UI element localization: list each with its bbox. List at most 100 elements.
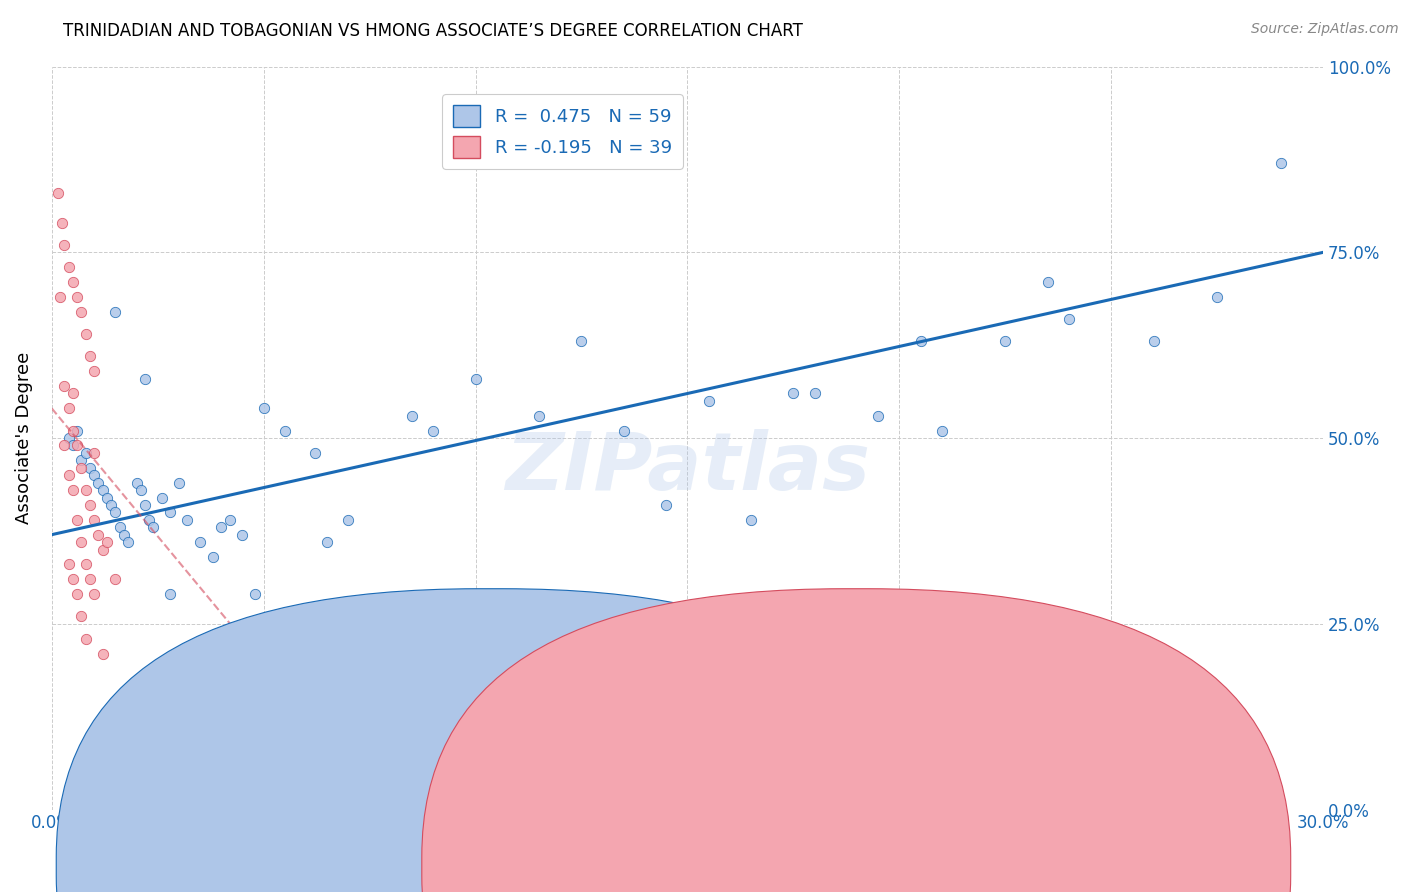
Point	[1057, 312, 1080, 326]
Point	[117, 535, 139, 549]
Point	[159, 505, 181, 519]
Point	[83, 587, 105, 601]
Point	[75, 483, 97, 497]
Point	[87, 527, 110, 541]
Point	[782, 386, 804, 401]
Text: Source: ZipAtlas.com: Source: ZipAtlas.com	[1251, 22, 1399, 37]
Point	[83, 468, 105, 483]
Point	[112, 527, 135, 541]
Point	[96, 535, 118, 549]
Point	[66, 424, 89, 438]
Point	[75, 632, 97, 646]
Point	[243, 587, 266, 601]
Point	[931, 424, 953, 438]
Point	[58, 260, 80, 275]
Point	[1036, 275, 1059, 289]
Point	[75, 327, 97, 342]
Point	[104, 305, 127, 319]
Text: ZIPatlas: ZIPatlas	[505, 429, 870, 507]
Point	[125, 475, 148, 490]
Point	[150, 491, 173, 505]
Point	[129, 483, 152, 497]
Point	[188, 535, 211, 549]
Point	[218, 513, 240, 527]
Point	[62, 483, 84, 497]
Point	[108, 520, 131, 534]
Point	[70, 305, 93, 319]
Text: Hmong: Hmong	[875, 854, 935, 871]
Point	[337, 513, 360, 527]
Point	[79, 572, 101, 586]
Point	[79, 349, 101, 363]
Point	[58, 401, 80, 416]
Point	[58, 558, 80, 572]
Point	[66, 587, 89, 601]
Point	[134, 371, 156, 385]
Point	[422, 424, 444, 438]
Point	[53, 438, 76, 452]
Point	[58, 468, 80, 483]
Point	[100, 498, 122, 512]
Y-axis label: Associate's Degree: Associate's Degree	[15, 352, 32, 524]
Point	[697, 393, 720, 408]
Point	[46, 186, 69, 200]
Point	[104, 505, 127, 519]
Point	[62, 386, 84, 401]
Point	[994, 334, 1017, 349]
Point	[304, 446, 326, 460]
Point	[253, 401, 276, 416]
Point	[134, 498, 156, 512]
Point	[142, 520, 165, 534]
Point	[83, 446, 105, 460]
Point	[527, 409, 550, 423]
Point	[91, 483, 114, 497]
Point	[167, 475, 190, 490]
Point	[613, 424, 636, 438]
Point	[910, 334, 932, 349]
Point	[53, 238, 76, 252]
Point	[62, 275, 84, 289]
Point	[1142, 334, 1164, 349]
Point	[104, 572, 127, 586]
Point	[138, 513, 160, 527]
Legend: R =  0.475   N = 59, R = -0.195   N = 39: R = 0.475 N = 59, R = -0.195 N = 39	[443, 95, 682, 169]
Text: TRINIDADIAN AND TOBAGONIAN VS HMONG ASSOCIATE’S DEGREE CORRELATION CHART: TRINIDADIAN AND TOBAGONIAN VS HMONG ASSO…	[63, 22, 803, 40]
Point	[571, 334, 593, 349]
Point	[83, 513, 105, 527]
Point	[58, 431, 80, 445]
Point	[96, 491, 118, 505]
Point	[274, 424, 297, 438]
Point	[159, 587, 181, 601]
Point	[66, 513, 89, 527]
Point	[62, 438, 84, 452]
Point	[803, 386, 825, 401]
Point	[176, 721, 198, 735]
Point	[740, 513, 762, 527]
Point	[401, 409, 423, 423]
Point	[316, 535, 339, 549]
Point	[231, 527, 253, 541]
Point	[1206, 290, 1229, 304]
Point	[83, 364, 105, 378]
Point	[868, 409, 890, 423]
Point	[75, 558, 97, 572]
Point	[209, 520, 232, 534]
Point	[62, 424, 84, 438]
Point	[51, 216, 73, 230]
Point	[66, 290, 89, 304]
Point	[49, 290, 72, 304]
Point	[464, 371, 486, 385]
Point	[75, 446, 97, 460]
Point	[91, 647, 114, 661]
Point	[66, 438, 89, 452]
Point	[87, 475, 110, 490]
Point	[70, 460, 93, 475]
Point	[176, 513, 198, 527]
Point	[70, 453, 93, 467]
Point	[70, 609, 93, 624]
Point	[655, 498, 678, 512]
Point	[79, 498, 101, 512]
Point	[201, 549, 224, 564]
Point	[70, 535, 93, 549]
Point	[79, 460, 101, 475]
